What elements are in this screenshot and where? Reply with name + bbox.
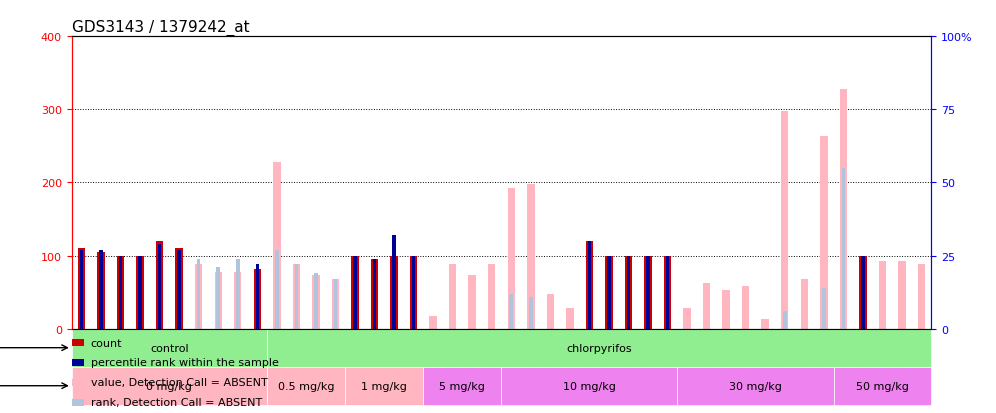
Text: 5 mg/kg: 5 mg/kg (439, 381, 485, 391)
Bar (273, 163, 281, 329)
Text: 0.5 mg/kg: 0.5 mg/kg (278, 381, 335, 391)
Bar (346, 367, 423, 405)
Bar (256, 265, 259, 329)
Bar (547, 294, 554, 329)
Bar (917, 265, 925, 329)
Text: count: count (91, 338, 123, 348)
Text: 10 mg/kg: 10 mg/kg (563, 381, 616, 391)
Bar (624, 256, 632, 329)
Text: rank, Detection Call = ABSENT: rank, Detection Call = ABSENT (91, 397, 262, 407)
Bar (663, 256, 671, 329)
Bar (502, 367, 677, 405)
Bar (781, 112, 789, 329)
Bar (529, 297, 533, 329)
Bar (646, 256, 649, 329)
Bar (390, 256, 397, 329)
Bar (267, 367, 346, 405)
Text: 0 mg/kg: 0 mg/kg (146, 381, 192, 391)
Bar (371, 260, 378, 329)
Bar (354, 256, 357, 329)
Bar (898, 261, 905, 329)
Bar (644, 256, 651, 329)
Text: GDS3143 / 1379242_at: GDS3143 / 1379242_at (72, 20, 249, 36)
Bar (136, 256, 143, 329)
Bar (527, 185, 535, 329)
Bar (834, 367, 931, 405)
Bar (677, 367, 834, 405)
Bar (411, 256, 415, 329)
Bar (234, 272, 241, 329)
Bar (352, 256, 359, 329)
Bar (762, 319, 769, 329)
Bar (742, 287, 749, 329)
Bar (783, 311, 787, 329)
Text: 30 mg/kg: 30 mg/kg (729, 381, 782, 391)
Bar (468, 275, 476, 329)
Bar (334, 279, 338, 329)
Bar (117, 256, 124, 329)
Bar (683, 309, 691, 329)
Bar (488, 265, 495, 329)
Bar (423, 367, 502, 405)
Bar (588, 241, 592, 329)
Bar (801, 279, 808, 329)
Bar (72, 329, 267, 367)
Bar (275, 250, 279, 329)
Text: 50 mg/kg: 50 mg/kg (856, 381, 909, 391)
Bar (214, 272, 222, 329)
Bar (295, 265, 298, 329)
Bar (373, 259, 376, 329)
Bar (410, 256, 417, 329)
Bar (722, 290, 730, 329)
Bar (429, 316, 437, 329)
Bar (267, 329, 931, 367)
Bar (138, 256, 141, 329)
Bar (175, 249, 183, 329)
Bar (312, 275, 320, 329)
Bar (119, 256, 123, 329)
Bar (216, 268, 220, 329)
Bar (586, 241, 593, 329)
Bar (566, 309, 574, 329)
Bar (703, 283, 710, 329)
Bar (197, 259, 200, 329)
Bar (860, 256, 867, 329)
Bar (392, 235, 395, 329)
Bar (820, 137, 828, 329)
Text: value, Detection Call = ABSENT: value, Detection Call = ABSENT (91, 377, 267, 387)
Bar (862, 256, 865, 329)
Bar (665, 256, 669, 329)
Bar (195, 265, 202, 329)
Bar (842, 169, 846, 329)
Bar (236, 259, 239, 329)
Bar (878, 261, 886, 329)
Text: 1 mg/kg: 1 mg/kg (362, 381, 407, 391)
Text: control: control (150, 343, 188, 353)
Bar (78, 249, 86, 329)
Text: chlorpyrifos: chlorpyrifos (567, 343, 632, 353)
Bar (254, 269, 261, 329)
Bar (608, 256, 611, 329)
Bar (293, 265, 300, 329)
Bar (626, 256, 630, 329)
Bar (98, 252, 105, 329)
Bar (508, 188, 515, 329)
Bar (510, 294, 513, 329)
Bar (840, 90, 847, 329)
Bar (449, 265, 456, 329)
Bar (177, 250, 181, 329)
Bar (332, 279, 340, 329)
Bar (157, 244, 161, 329)
Bar (822, 288, 826, 329)
Bar (314, 273, 318, 329)
Text: percentile rank within the sample: percentile rank within the sample (91, 358, 279, 368)
Bar (100, 250, 103, 329)
Bar (72, 367, 267, 405)
Bar (156, 241, 163, 329)
Bar (80, 250, 84, 329)
Bar (606, 256, 613, 329)
